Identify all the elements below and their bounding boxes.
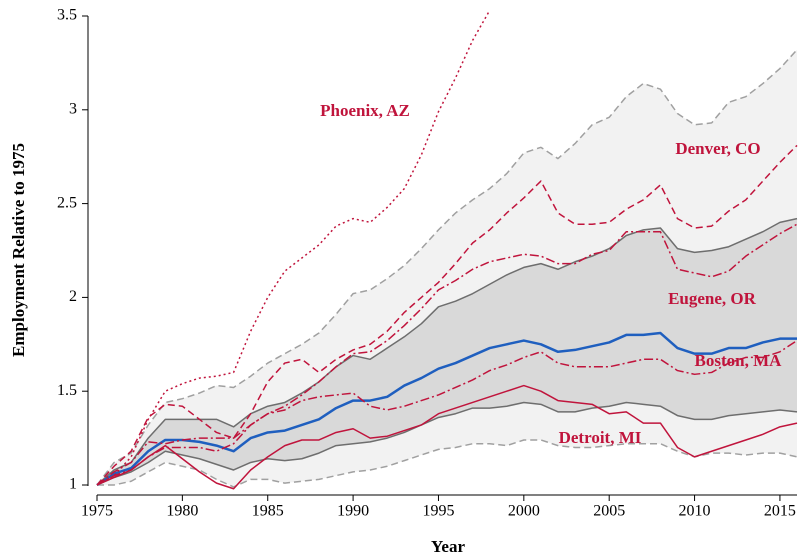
x-tick-label: 1975 (81, 503, 113, 520)
y-tick-label: 2 (69, 288, 77, 305)
band-area (97, 218, 797, 485)
series-line (96, 339, 798, 486)
y-axis-label: Employment Relative to 1975 (9, 143, 28, 357)
x-tick-label: 2015 (764, 503, 796, 520)
x-tick-label: 1985 (252, 503, 284, 520)
x-axis-label: Year (431, 537, 465, 556)
series-line (96, 144, 798, 486)
series-label: Boston, MA (695, 351, 783, 370)
band-upper-line (96, 217, 798, 486)
series-label: Detroit, MI (559, 428, 642, 447)
y-tick-label: 1 (69, 476, 77, 493)
band-upper-line (96, 49, 798, 486)
x-tick-label: 2005 (593, 503, 625, 520)
x-tick-label: 2010 (679, 503, 711, 520)
x-tick-label: 1990 (337, 503, 369, 520)
series-label: Eugene, OR (668, 289, 757, 308)
band-lower-line (96, 401, 798, 486)
series-line (96, 384, 798, 490)
plot-area (96, 10, 798, 490)
x-tick-label: 2000 (508, 503, 540, 520)
series-line (96, 331, 797, 487)
y-tick-label: 2.5 (57, 194, 77, 211)
series-label: Phoenix, AZ (320, 101, 410, 120)
band-lower-line (97, 439, 798, 488)
y-tick-label: 3.5 (57, 7, 77, 24)
series-label: Denver, CO (675, 139, 760, 158)
series-line (96, 223, 798, 486)
x-tick-label: 1980 (166, 503, 198, 520)
y-tick-label: 3 (69, 100, 77, 117)
x-tick-label: 1995 (422, 503, 454, 520)
y-tick-label: 1.5 (57, 382, 77, 399)
axes: Year Employment Relative to 1975 1 1.5 2 2.… (9, 7, 797, 556)
